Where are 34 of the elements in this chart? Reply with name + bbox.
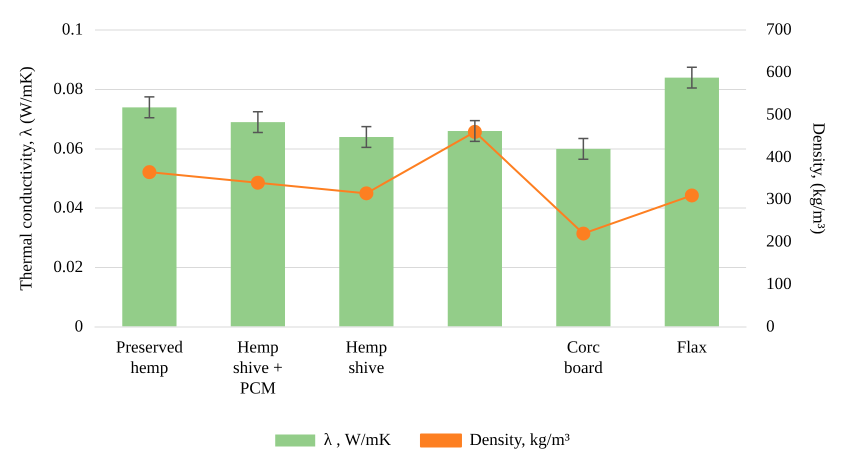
point	[576, 226, 590, 241]
y2-tick-label: 700	[766, 20, 792, 39]
y-tick-label: 0.02	[53, 256, 84, 276]
x-tick-label: Corc board	[564, 337, 604, 377]
y2-axis-title: Density, (kg/m³)	[809, 122, 828, 234]
point	[359, 186, 374, 200]
point	[250, 176, 265, 190]
legend-label: λ , W/mK	[324, 430, 392, 449]
y2-tick-label: 600	[766, 62, 792, 82]
y2-tick-label: 400	[766, 146, 792, 166]
bar	[122, 107, 177, 326]
y-tick-label: 0	[74, 316, 84, 336]
y2-tick-label: 500	[766, 104, 792, 124]
bar	[556, 148, 610, 326]
point	[684, 188, 699, 202]
y-tick-label: 0.08	[53, 78, 84, 98]
y-tick-label: 0.04	[53, 198, 84, 217]
x-tick-label: Flax	[676, 337, 708, 356]
bar	[230, 122, 286, 326]
y2-tick-label: 0	[766, 316, 775, 336]
bar	[339, 136, 394, 326]
bar	[664, 78, 719, 326]
x-tick-label: Preserved hemp	[116, 337, 184, 377]
y2-tick-label: 200	[766, 232, 792, 251]
legend-label: Density, kg/m³	[469, 430, 570, 449]
point	[142, 165, 156, 180]
y2-tick-label: 100	[766, 274, 792, 293]
y-tick-label: 0.1	[62, 20, 84, 39]
x-tick-label: Hemp shive	[346, 337, 388, 377]
bar	[448, 131, 502, 326]
y-tick-label: 0.06	[53, 138, 84, 158]
y-axis-title: Thermal conductivity, λ (W/mK)	[16, 66, 36, 291]
x-tick-label: Hemp shive + PCM	[233, 337, 283, 398]
y2-tick-label: 300	[766, 189, 792, 208]
